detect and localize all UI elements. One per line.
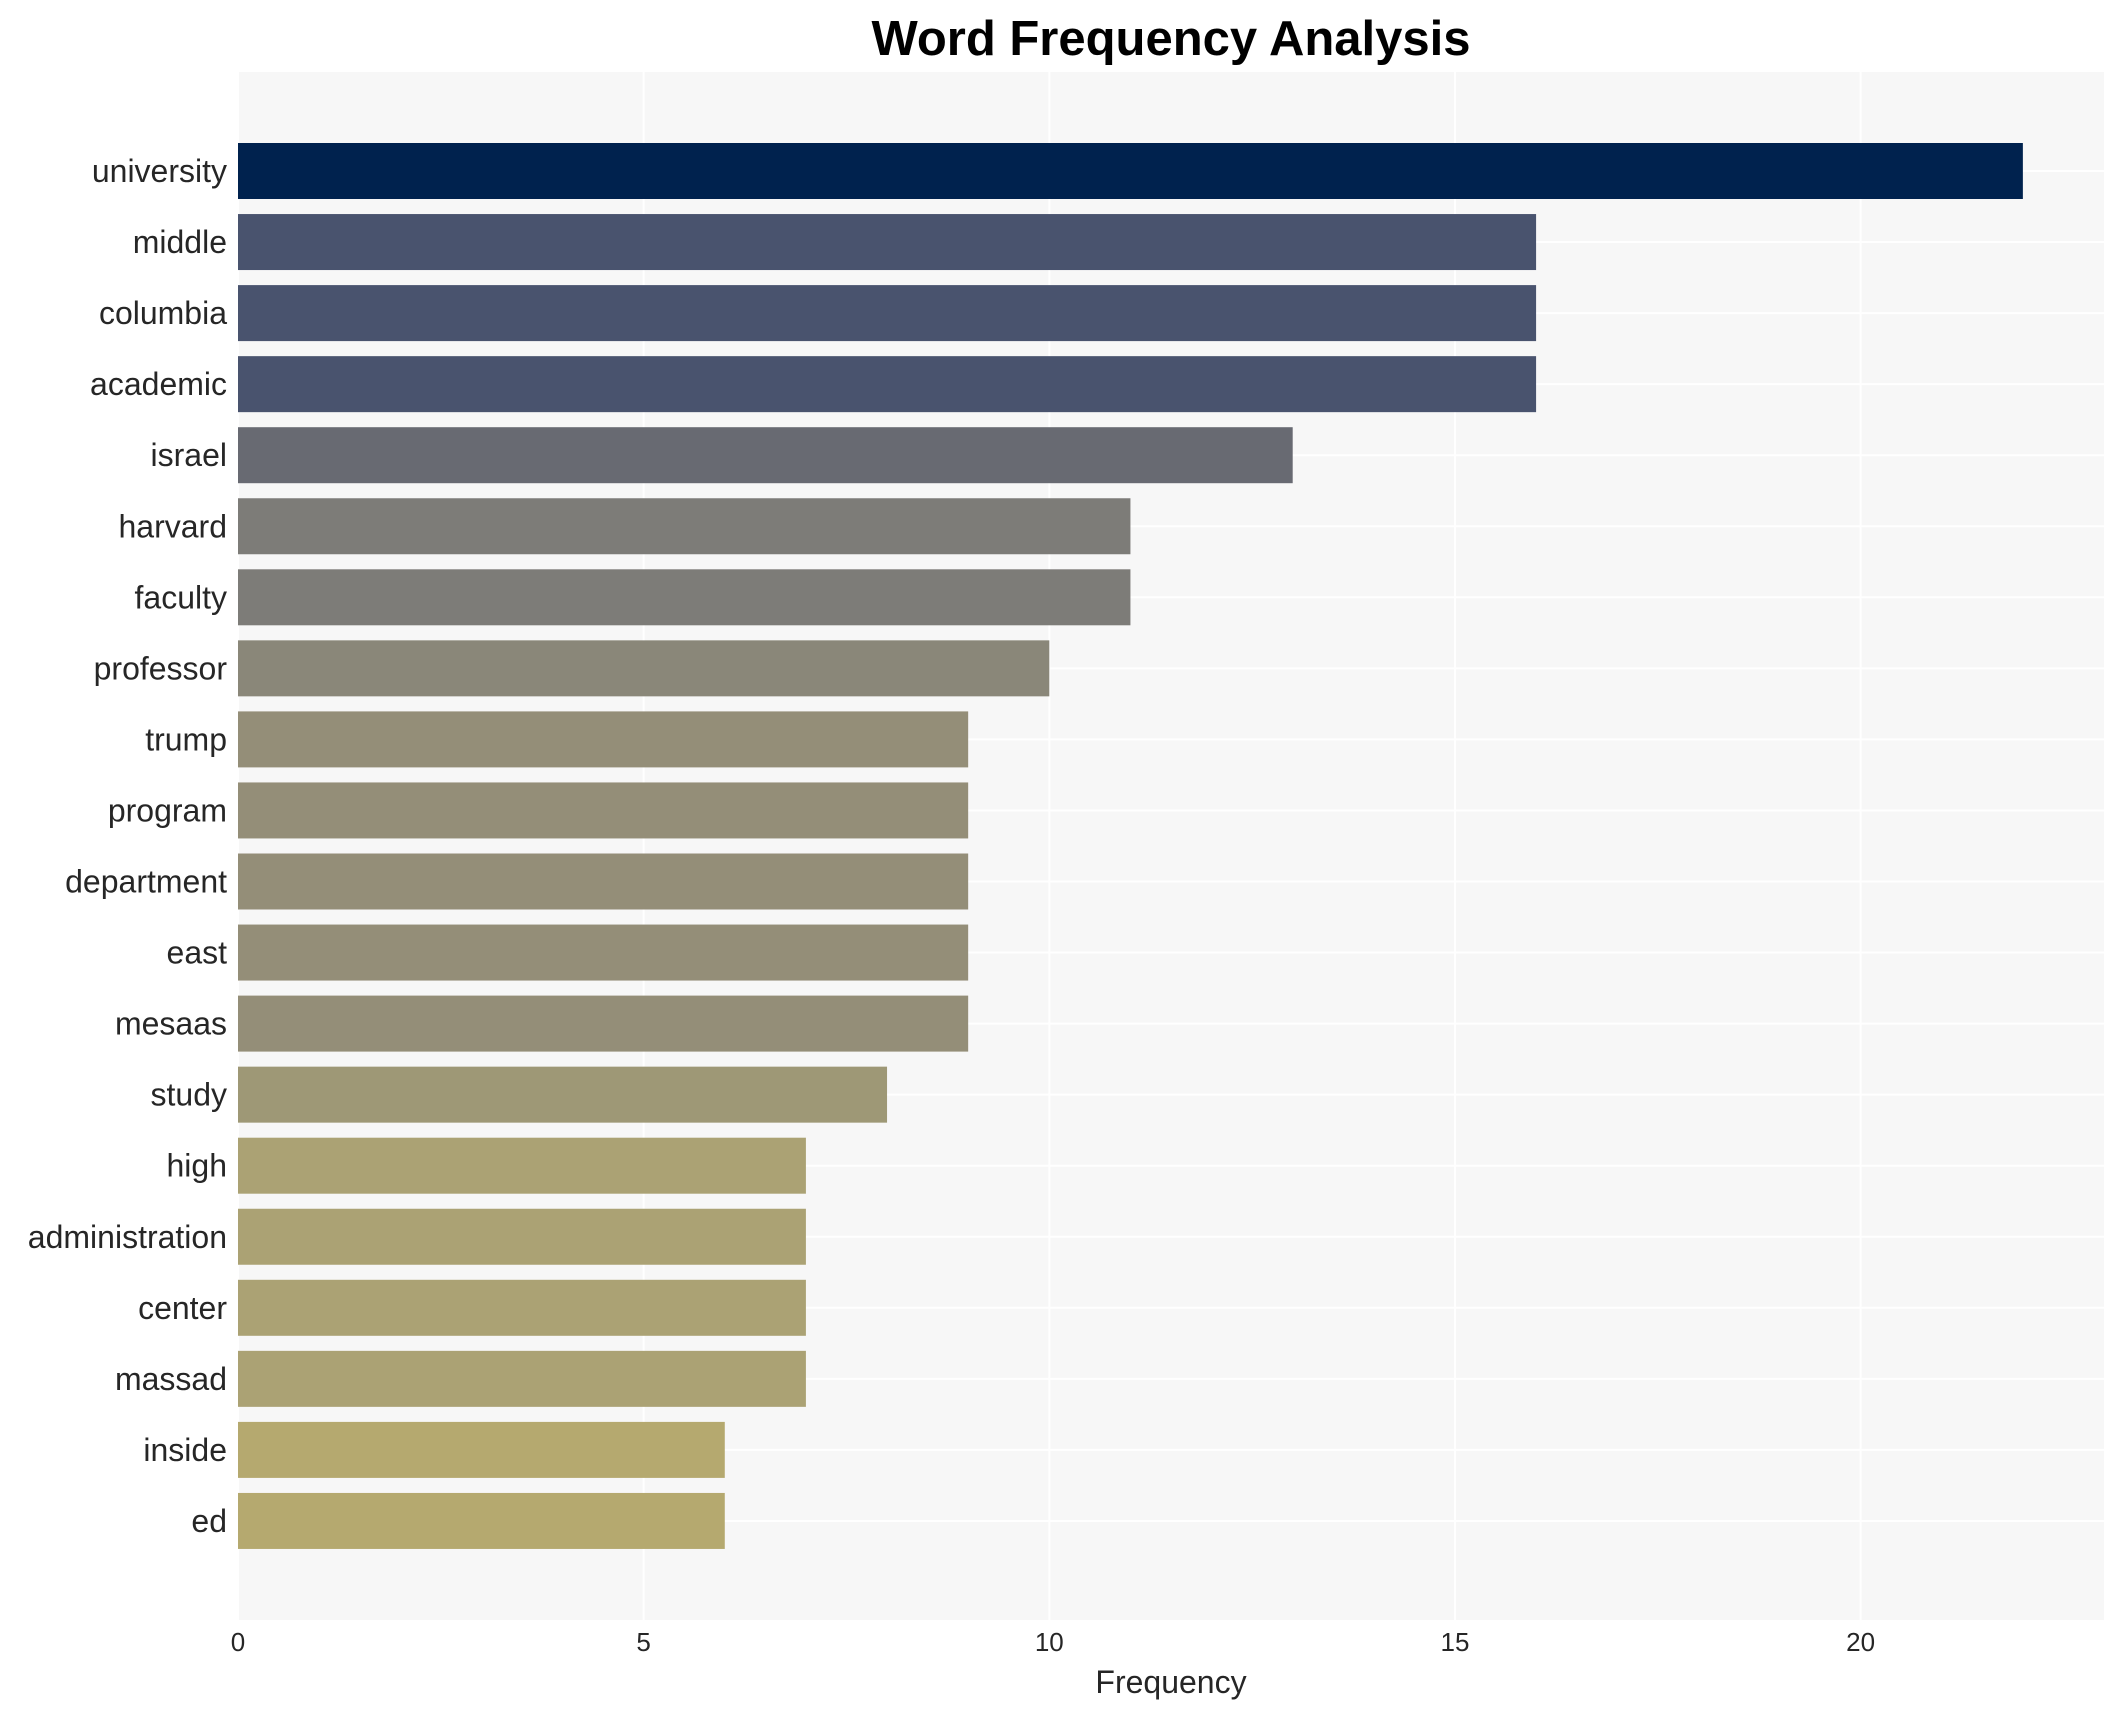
category-label-massad: massad: [115, 1361, 227, 1397]
category-label-university: university: [92, 153, 227, 189]
category-label-columbia: columbia: [99, 295, 227, 331]
bar-academic: [238, 356, 1537, 413]
bar-professor: [238, 640, 1050, 697]
category-label-center: center: [138, 1290, 227, 1326]
category-labels: university middle columbia academic israel ha…: [28, 153, 228, 1539]
category-label-trump: trump: [145, 721, 227, 757]
x-tick-label: 15: [1440, 1627, 1469, 1657]
x-axis-label: Frequency: [1095, 1664, 1246, 1700]
x-tick-label: 10: [1035, 1627, 1064, 1657]
category-label-department: department: [65, 864, 227, 900]
category-label-high: high: [167, 1148, 228, 1184]
category-label-mesaas: mesaas: [115, 1006, 227, 1042]
category-label-academic: academic: [90, 366, 227, 402]
category-label-administration: administration: [28, 1219, 227, 1255]
x-tick-label: 5: [636, 1627, 650, 1657]
category-label-inside: inside: [143, 1432, 227, 1468]
category-label-ed: ed: [191, 1503, 227, 1539]
x-tick-label: 0: [231, 1627, 245, 1657]
bar-mesaas: [238, 995, 969, 1052]
bar-high: [238, 1137, 806, 1194]
category-label-professor: professor: [94, 650, 228, 686]
bar-inside: [238, 1421, 725, 1478]
category-label-israel: israel: [151, 437, 227, 473]
category-label-harvard: harvard: [119, 508, 228, 544]
bar-administration: [238, 1208, 806, 1265]
category-label-study: study: [151, 1077, 227, 1113]
bar-trump: [238, 711, 969, 768]
bar-department: [238, 853, 969, 910]
bar-program: [238, 782, 969, 839]
bar-study: [238, 1066, 888, 1123]
category-label-east: east: [167, 935, 228, 971]
category-label-program: program: [108, 792, 227, 828]
x-tick-labels: 0 5 10 15 20: [231, 1627, 1875, 1657]
x-tick-label: 20: [1846, 1627, 1875, 1657]
bar-middle: [238, 214, 1537, 271]
chart-title: Word Frequency Analysis: [871, 12, 1470, 66]
bar-harvard: [238, 498, 1131, 555]
bar-ed: [238, 1492, 725, 1549]
bar-center: [238, 1279, 806, 1336]
bar-east: [238, 924, 969, 981]
category-label-faculty: faculty: [135, 579, 227, 615]
category-label-middle: middle: [133, 224, 227, 260]
bar-massad: [238, 1350, 806, 1407]
bars: [238, 143, 2023, 1549]
bar-university: [238, 143, 2023, 199]
bar-columbia: [238, 285, 1537, 342]
bar-israel: [238, 427, 1293, 484]
bar-faculty: [238, 569, 1131, 626]
